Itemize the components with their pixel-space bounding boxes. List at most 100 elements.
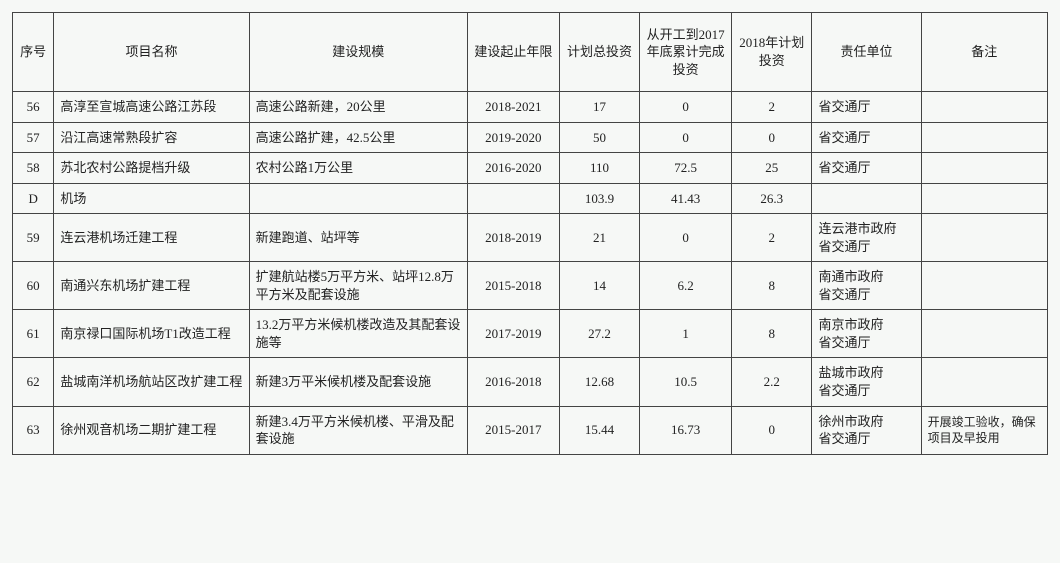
- cell-note: [921, 310, 1047, 358]
- cell-seq: 56: [13, 92, 54, 123]
- cell-note: 开展竣工验收，确保项目及早投用: [921, 406, 1047, 454]
- cell-period: 2016-2018: [467, 358, 559, 406]
- cell-note: [921, 153, 1047, 184]
- table-row: 63徐州观音机场二期扩建工程新建3.4万平方米候机楼、平滑及配套设施2015-2…: [13, 406, 1048, 454]
- cell-planInv: 25: [732, 153, 812, 184]
- cell-period: [467, 183, 559, 214]
- cell-name: 南京禄口国际机场T1改造工程: [54, 310, 249, 358]
- cell-note: [921, 183, 1047, 214]
- col-scale: 建设规模: [249, 13, 467, 92]
- cell-seq: 63: [13, 406, 54, 454]
- cell-unit: 连云港市政府省交通厅: [812, 214, 921, 262]
- cell-planInv: 26.3: [732, 183, 812, 214]
- table-row: 60南通兴东机场扩建工程扩建航站楼5万平方米、站坪12.8万平方米及配套设施20…: [13, 262, 1048, 310]
- cell-unit: 省交通厅: [812, 92, 921, 123]
- col-seq: 序号: [13, 13, 54, 92]
- col-name: 项目名称: [54, 13, 249, 92]
- cell-seq: 59: [13, 214, 54, 262]
- cell-period: 2016-2020: [467, 153, 559, 184]
- cell-unit: 省交通厅: [812, 122, 921, 153]
- col-period: 建设起止年限: [467, 13, 559, 92]
- cell-note: [921, 358, 1047, 406]
- cell-doneInv: 0: [640, 122, 732, 153]
- cell-period: 2015-2018: [467, 262, 559, 310]
- cell-planInv: 2: [732, 214, 812, 262]
- cell-note: [921, 122, 1047, 153]
- cell-planInv: 8: [732, 262, 812, 310]
- cell-seq: 58: [13, 153, 54, 184]
- table-row: 56高淳至宣城高速公路江苏段高速公路新建，20公里2018-20211702省交…: [13, 92, 1048, 123]
- cell-scale: 新建3.4万平方米候机楼、平滑及配套设施: [249, 406, 467, 454]
- cell-note: [921, 92, 1047, 123]
- table-row: 58苏北农村公路提档升级农村公路1万公里2016-202011072.525省交…: [13, 153, 1048, 184]
- cell-period: 2015-2017: [467, 406, 559, 454]
- col-plan: 2018年计划投资: [732, 13, 812, 92]
- cell-name: 连云港机场迁建工程: [54, 214, 249, 262]
- cell-seq: 57: [13, 122, 54, 153]
- cell-doneInv: 10.5: [640, 358, 732, 406]
- cell-doneInv: 6.2: [640, 262, 732, 310]
- cell-name: 沿江高速常熟段扩容: [54, 122, 249, 153]
- cell-period: 2018-2019: [467, 214, 559, 262]
- cell-totalInv: 12.68: [559, 358, 639, 406]
- cell-period: 2019-2020: [467, 122, 559, 153]
- cell-unit: [812, 183, 921, 214]
- cell-unit: 南通市政府省交通厅: [812, 262, 921, 310]
- col-unit: 责任单位: [812, 13, 921, 92]
- cell-scale: [249, 183, 467, 214]
- cell-totalInv: 50: [559, 122, 639, 153]
- col-total: 计划总投资: [559, 13, 639, 92]
- cell-note: [921, 214, 1047, 262]
- cell-totalInv: 110: [559, 153, 639, 184]
- cell-seq: D: [13, 183, 54, 214]
- cell-planInv: 8: [732, 310, 812, 358]
- cell-period: 2017-2019: [467, 310, 559, 358]
- projects-table: 序号 项目名称 建设规模 建设起止年限 计划总投资 从开工到2017年底累计完成…: [12, 12, 1048, 455]
- cell-seq: 61: [13, 310, 54, 358]
- cell-name: 南通兴东机场扩建工程: [54, 262, 249, 310]
- cell-unit: 南京市政府省交通厅: [812, 310, 921, 358]
- cell-scale: 高速公路新建，20公里: [249, 92, 467, 123]
- cell-doneInv: 0: [640, 214, 732, 262]
- table-row: D机场 103.941.4326.3: [13, 183, 1048, 214]
- cell-name: 高淳至宣城高速公路江苏段: [54, 92, 249, 123]
- cell-name: 机场: [54, 183, 249, 214]
- table-row: 59连云港机场迁建工程新建跑道、站坪等2018-20192102连云港市政府省交…: [13, 214, 1048, 262]
- cell-totalInv: 27.2: [559, 310, 639, 358]
- cell-doneInv: 0: [640, 92, 732, 123]
- cell-note: [921, 262, 1047, 310]
- cell-doneInv: 16.73: [640, 406, 732, 454]
- cell-scale: 扩建航站楼5万平方米、站坪12.8万平方米及配套设施: [249, 262, 467, 310]
- table-row: 61南京禄口国际机场T1改造工程13.2万平方米候机楼改造及其配套设施等2017…: [13, 310, 1048, 358]
- cell-scale: 高速公路扩建，42.5公里: [249, 122, 467, 153]
- cell-unit: 省交通厅: [812, 153, 921, 184]
- cell-doneInv: 1: [640, 310, 732, 358]
- cell-planInv: 0: [732, 406, 812, 454]
- table-row: 62盐城南洋机场航站区改扩建工程新建3万平米候机楼及配套设施2016-20181…: [13, 358, 1048, 406]
- cell-doneInv: 41.43: [640, 183, 732, 214]
- cell-name: 苏北农村公路提档升级: [54, 153, 249, 184]
- cell-unit: 徐州市政府省交通厅: [812, 406, 921, 454]
- cell-planInv: 0: [732, 122, 812, 153]
- cell-planInv: 2: [732, 92, 812, 123]
- cell-name: 盐城南洋机场航站区改扩建工程: [54, 358, 249, 406]
- cell-period: 2018-2021: [467, 92, 559, 123]
- cell-totalInv: 103.9: [559, 183, 639, 214]
- header-row: 序号 项目名称 建设规模 建设起止年限 计划总投资 从开工到2017年底累计完成…: [13, 13, 1048, 92]
- cell-planInv: 2.2: [732, 358, 812, 406]
- cell-scale: 新建跑道、站坪等: [249, 214, 467, 262]
- col-note: 备注: [921, 13, 1047, 92]
- table-row: 57沿江高速常熟段扩容高速公路扩建，42.5公里2019-20205000省交通…: [13, 122, 1048, 153]
- cell-unit: 盐城市政府省交通厅: [812, 358, 921, 406]
- cell-totalInv: 21: [559, 214, 639, 262]
- cell-totalInv: 14: [559, 262, 639, 310]
- cell-seq: 62: [13, 358, 54, 406]
- cell-scale: 农村公路1万公里: [249, 153, 467, 184]
- cell-name: 徐州观音机场二期扩建工程: [54, 406, 249, 454]
- col-done: 从开工到2017年底累计完成投资: [640, 13, 732, 92]
- table-body: 56高淳至宣城高速公路江苏段高速公路新建，20公里2018-20211702省交…: [13, 92, 1048, 455]
- cell-scale: 新建3万平米候机楼及配套设施: [249, 358, 467, 406]
- cell-totalInv: 15.44: [559, 406, 639, 454]
- cell-seq: 60: [13, 262, 54, 310]
- cell-scale: 13.2万平方米候机楼改造及其配套设施等: [249, 310, 467, 358]
